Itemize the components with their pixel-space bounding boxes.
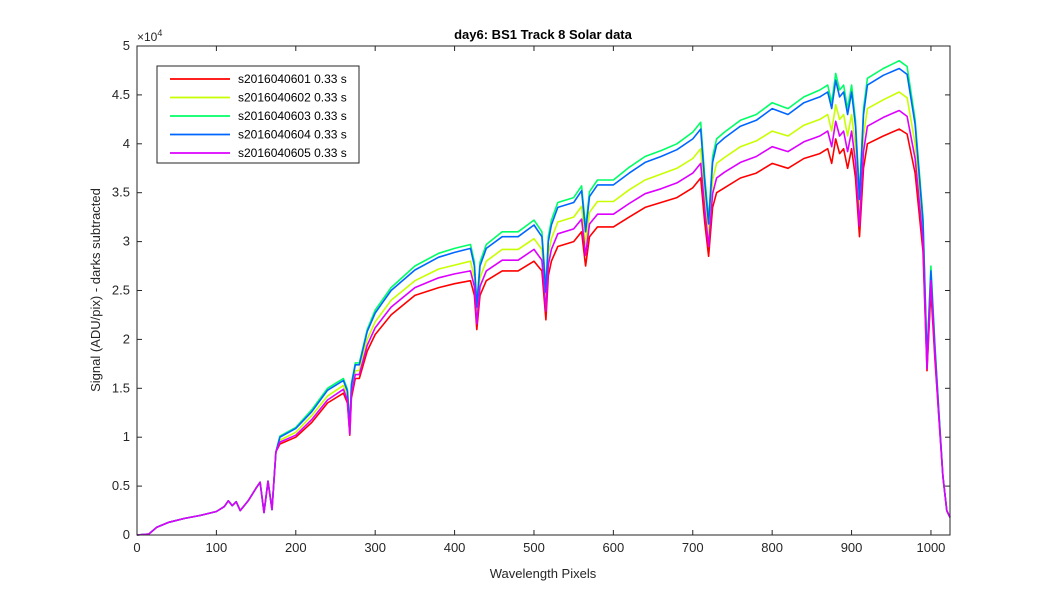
- x-axis-label: Wavelength Pixels: [490, 566, 597, 581]
- x-tick-label: 700: [682, 540, 704, 555]
- x-tick-label: 300: [364, 540, 386, 555]
- legend-label-2: s2016040602 0.33 s: [238, 91, 347, 105]
- x-tick-label: 600: [603, 540, 625, 555]
- legend-label-4: s2016040604 0.33 s: [238, 128, 347, 142]
- legend: s2016040601 0.33 s s2016040602 0.33 s s201…: [156, 65, 360, 164]
- y-tick-label: 1: [123, 429, 130, 444]
- x-tick-label: 1000: [916, 540, 945, 555]
- y-axis-label: Signal (ADU/pix) - darks subtracted: [88, 188, 103, 392]
- chart-title: day6: BS1 Track 8 Solar data: [454, 27, 633, 42]
- y-exponent-label: ×104: [137, 28, 162, 44]
- legend-label-5: s2016040605 0.33 s: [238, 146, 347, 160]
- y-axis-ticks: 0 0.5 1 1.5 2 2.5 3 3.5 4 4.5 5: [112, 38, 950, 542]
- y-tick-label: 1.5: [112, 380, 130, 395]
- x-tick-label: 500: [523, 540, 545, 555]
- x-tick-label: 400: [444, 540, 466, 555]
- y-tick-label: 2: [123, 331, 130, 346]
- legend-box: [156, 65, 360, 164]
- series-layer: [136, 59, 951, 536]
- x-tick-label: 0: [133, 540, 140, 555]
- y-tick-label: 4: [123, 136, 130, 151]
- x-tick-label: 900: [841, 540, 863, 555]
- y-tick-label: 5: [123, 38, 130, 53]
- series-line-5: [136, 109, 951, 536]
- y-tick-label: 4.5: [112, 87, 130, 102]
- x-tick-label: 200: [285, 540, 307, 555]
- y-tick-label: 0: [123, 527, 130, 542]
- x-tick-label: 800: [761, 540, 783, 555]
- legend-label-3: s2016040603 0.33 s: [238, 109, 347, 123]
- y-tick-label: 0.5: [112, 478, 130, 493]
- y-tick-label: 2.5: [112, 283, 130, 298]
- legend-label-1: s2016040601 0.33 s: [238, 72, 347, 86]
- y-tick-label: 3.5: [112, 185, 130, 200]
- x-tick-label: 100: [206, 540, 228, 555]
- x-axis-ticks: 0 100 200 300 400 500 600 700 800 900 1000: [133, 46, 945, 555]
- y-tick-label: 3: [123, 234, 130, 249]
